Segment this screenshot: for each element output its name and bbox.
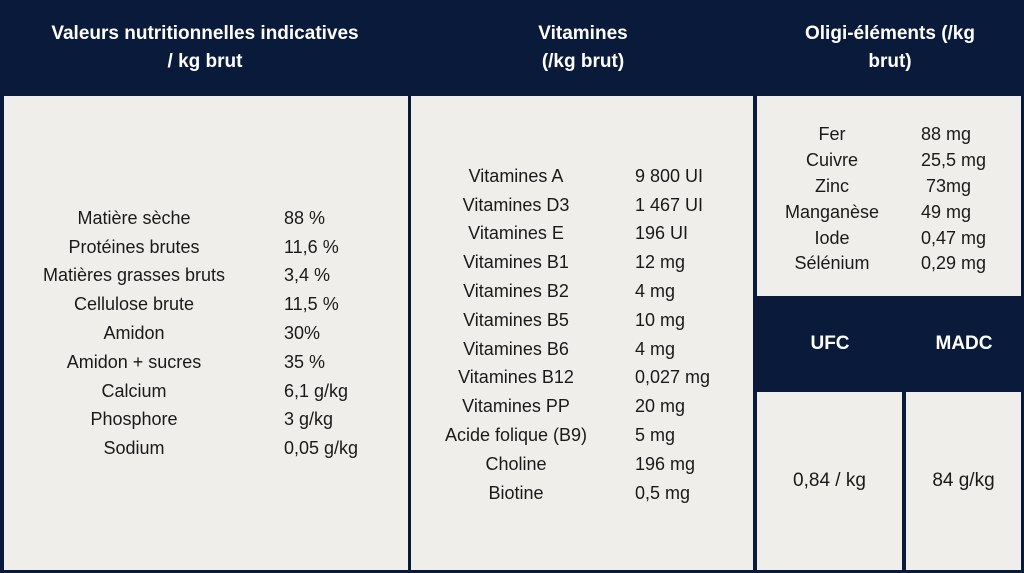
trace-row: Sélénium 0,29 mg	[757, 251, 1021, 277]
vitamins-value: 0,5 mg	[635, 482, 691, 503]
vitamins-label: Choline	[485, 453, 547, 474]
trace-label: Zinc	[814, 175, 849, 196]
vitamins-value: 9 800 UI	[635, 165, 704, 186]
nutrition-cell: Matière sèche 88 % Protéines brutes 11,6 % M…	[4, 96, 408, 570]
nutrition-label: Sodium	[103, 438, 165, 459]
trace-elements-header: Oligi-éléments (/kg brut)	[756, 0, 1024, 96]
trace-label: Fer	[818, 124, 846, 145]
nutrition-label: Calcium	[101, 380, 167, 401]
vitamins-row: Vitamines E 196 UI	[411, 220, 753, 249]
vitamins-value: 196 UI	[635, 223, 689, 244]
vitamins-label: Vitamines D3	[462, 194, 570, 215]
madc-value: 84 g/kg	[906, 392, 1021, 570]
vitamins-row: Choline 196 mg	[411, 450, 753, 479]
vitamins-value: 1 467 UI	[635, 194, 704, 215]
trace-value: 0,47 mg	[921, 227, 987, 248]
vitamins-label: Vitamines B1	[463, 252, 569, 273]
nutrition-label: Cellulose brute	[73, 294, 195, 315]
nutrition-header: Valeurs nutritionnelles indicatives / kg…	[0, 0, 410, 96]
trace-row: Manganèse 49 mg	[757, 199, 1021, 225]
nutrition-label: Matières grasses bruts	[42, 265, 226, 286]
vitamins-value: 20 mg	[635, 396, 686, 417]
trace-elements-list: Fer 88 mg Cuivre 25,5 mg Zinc 73mg Manganèse 4…	[757, 122, 1021, 277]
nutrition-row: Matière sèche 88 %	[4, 204, 408, 233]
vitamins-header: Vitamines (/kg brut)	[410, 0, 756, 96]
nutrition-label: Amidon + sucres	[66, 351, 202, 372]
trace-value: 25,5 mg	[921, 150, 987, 171]
vitamins-value: 196 mg	[635, 453, 696, 474]
nutrition-value: 35 %	[284, 351, 326, 372]
vitamins-row: Vitamines B2 4 mg	[411, 277, 753, 306]
vitamins-value: 0,027 mg	[635, 367, 711, 388]
trace-label: Cuivre	[805, 150, 858, 171]
trace-row: Iode 0,47 mg	[757, 225, 1021, 251]
vitamins-row: Vitamines B12 0,027 mg	[411, 364, 753, 393]
nutrition-row: Phosphore 3 g/kg	[4, 406, 408, 435]
vitamins-row: Vitamines D3 1 467 UI	[411, 191, 753, 220]
vitamins-row: Vitamines A 9 800 UI	[411, 162, 753, 191]
nutrition-row: Protéines brutes 11,6 %	[4, 233, 408, 262]
vitamins-label: Vitamines B6	[463, 338, 569, 359]
trace-label: Manganèse	[784, 201, 880, 222]
vitamins-label: Vitamines A	[468, 165, 564, 186]
vitamins-value: 4 mg	[635, 281, 676, 302]
nutrition-label: Matière sèche	[77, 207, 191, 228]
vitamins-value: 10 mg	[635, 309, 686, 330]
vitamins-row: Vitamines PP 20 mg	[411, 392, 753, 421]
vitamins-label: Vitamines PP	[462, 396, 570, 417]
trace-row: Cuivre 25,5 mg	[757, 148, 1021, 174]
nutrition-value: 0,05 g/kg	[284, 438, 359, 459]
vitamins-label: Vitamines B5	[463, 309, 569, 330]
nutrition-label: Amidon	[103, 323, 165, 344]
vitamins-label: Biotine	[488, 482, 544, 503]
nutrition-row: Calcium 6,1 g/kg	[4, 377, 408, 406]
vitamins-row: Vitamines B1 12 mg	[411, 248, 753, 277]
nutrition-label: Phosphore	[90, 409, 178, 430]
vitamins-value: 5 mg	[635, 425, 676, 446]
nutrition-row: Amidon 30%	[4, 319, 408, 348]
vitamins-label: Vitamines B12	[458, 367, 574, 388]
trace-value: 73mg	[921, 175, 972, 196]
vitamins-label: Vitamines E	[468, 223, 564, 244]
nutrition-row: Amidon + sucres 35 %	[4, 348, 408, 377]
ufc-value: 0,84 / kg	[757, 392, 902, 570]
nutrition-row: Sodium 0,05 g/kg	[4, 434, 408, 463]
vitamins-row: Vitamines B6 4 mg	[411, 335, 753, 364]
trace-value: 88 mg	[921, 124, 972, 145]
vitamins-value: 12 mg	[635, 252, 686, 273]
trace-value: 0,29 mg	[921, 253, 987, 274]
trace-label: Sélénium	[794, 253, 870, 274]
trace-label: Iode	[814, 227, 850, 248]
nutrition-list: Matière sèche 88 % Protéines brutes 11,6 % M…	[4, 204, 408, 463]
vitamins-row: Biotine 0,5 mg	[411, 479, 753, 508]
nutrition-value: 30%	[284, 323, 321, 344]
vitamins-value: 4 mg	[635, 338, 676, 359]
vitamins-label: Acide folique (B9)	[444, 425, 588, 446]
vitamins-row: Acide folique (B9) 5 mg	[411, 421, 753, 450]
nutrition-row: Matières grasses bruts 3,4 %	[4, 262, 408, 291]
trace-elements-cell: Fer 88 mg Cuivre 25,5 mg Zinc 73mg Manganèse 4…	[757, 96, 1021, 296]
vitamins-label: Vitamines B2	[463, 281, 569, 302]
ufc-header: UFC	[756, 300, 904, 388]
trace-row: Zinc 73mg	[757, 174, 1021, 200]
nutrition-value: 11,5 %	[284, 294, 339, 315]
nutrition-value: 3,4 %	[284, 265, 331, 286]
nutrition-row: Cellulose brute 11,5 %	[4, 290, 408, 319]
vitamins-row: Vitamines B5 10 mg	[411, 306, 753, 335]
nutrition-value: 88 %	[284, 207, 326, 228]
trace-value: 49 mg	[921, 201, 972, 222]
nutrition-value: 6,1 g/kg	[284, 380, 349, 401]
nutrition-label: Protéines brutes	[68, 236, 200, 257]
nutrition-value: 3 g/kg	[284, 409, 334, 430]
nutrition-value: 11,6 %	[284, 236, 339, 257]
madc-header: MADC	[904, 300, 1024, 388]
trace-row: Fer 88 mg	[757, 122, 1021, 148]
